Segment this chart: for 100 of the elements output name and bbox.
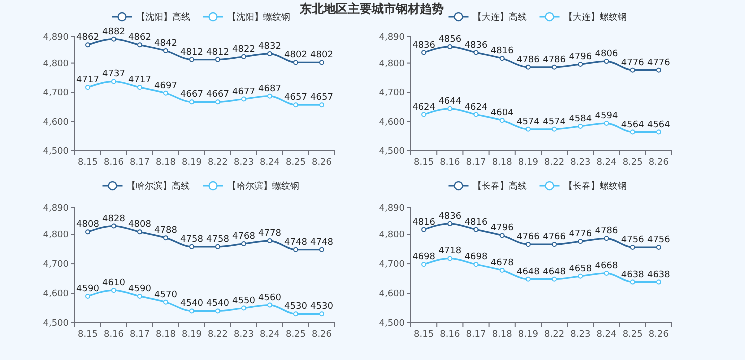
x-tick-label: 8.18 (492, 330, 513, 340)
data-label: 4668 (595, 261, 618, 272)
point (216, 57, 220, 62)
x-tick-label: 8.24 (260, 330, 280, 340)
data-label: 4756 (647, 236, 671, 246)
data-label: 4564 (621, 120, 645, 130)
data-label: 4717 (76, 76, 100, 86)
y-tick-label: 4,600 (43, 118, 70, 128)
y-tick-label: 4,700 (379, 88, 406, 99)
data-label: 4756 (621, 236, 645, 246)
legend-label: 【长春】高线 (472, 181, 527, 192)
data-label: 4776 (621, 58, 645, 68)
x-tick-label: 8.23 (234, 158, 254, 168)
point (112, 36, 116, 42)
point (242, 96, 246, 102)
data-label: 4882 (102, 27, 126, 38)
x-tick-label: 8.23 (570, 158, 591, 168)
data-label: 4590 (128, 284, 152, 294)
data-label: 4832 (258, 42, 282, 52)
point (164, 48, 168, 54)
point (656, 245, 662, 250)
data-label: 4540 (206, 299, 230, 310)
point (448, 221, 453, 226)
data-label: 4648 (543, 267, 566, 278)
data-label: 4768 (232, 232, 256, 242)
data-label: 4638 (621, 270, 645, 280)
data-label: 4604 (490, 108, 514, 119)
point (630, 130, 636, 135)
data-label: 4816 (412, 218, 436, 228)
data-label: 4776 (569, 230, 592, 240)
legend-label: 【长春】螺纹钢 (564, 181, 627, 192)
x-tick-label: 8.25 (622, 330, 643, 340)
data-label: 4574 (543, 117, 566, 128)
data-label: 4748 (284, 238, 308, 248)
x-tick-label: 8.24 (260, 158, 280, 168)
x-tick-label: 8.23 (570, 330, 591, 340)
point (552, 64, 558, 70)
point (86, 42, 90, 48)
point (500, 118, 505, 124)
data-label: 4584 (569, 114, 592, 124)
y-tick-label: 4,700 (43, 88, 70, 99)
data-label: 4574 (516, 117, 540, 128)
point (320, 60, 324, 66)
point (604, 121, 610, 126)
data-label: 4678 (490, 258, 514, 269)
legend-label: 【沈阳】高线 (136, 12, 190, 24)
point (656, 280, 662, 285)
x-tick-label: 8.22 (208, 330, 228, 340)
x-tick-label: 8.15 (414, 158, 434, 168)
data-label: 4758 (180, 234, 204, 245)
point (604, 270, 610, 276)
x-tick-label: 8.18 (492, 158, 513, 168)
point (86, 294, 90, 299)
point (190, 57, 194, 62)
point (320, 312, 324, 317)
data-label: 4570 (154, 290, 178, 300)
point (500, 233, 505, 238)
x-tick-label: 8.22 (544, 158, 565, 168)
point (578, 124, 584, 129)
x-tick-label: 8.19 (518, 330, 539, 340)
data-label: 4717 (128, 76, 152, 86)
data-label: 4677 (232, 87, 256, 98)
y-tick-label: 4,890 (379, 33, 406, 44)
y-tick-label: 4,890 (379, 204, 406, 214)
y-tick-label: 4,800 (43, 59, 70, 70)
legend-label: 【哈尔滨】高线 (126, 181, 190, 192)
y-tick-label: 4,600 (379, 290, 406, 300)
x-tick-label: 8.26 (648, 158, 670, 168)
x-tick-label: 8.22 (544, 330, 565, 340)
y-tick-label: 4,700 (43, 260, 70, 270)
data-label: 4812 (180, 48, 204, 58)
point (656, 68, 662, 73)
point (216, 308, 220, 314)
x-tick-label: 8.22 (208, 158, 228, 168)
x-tick-label: 8.19 (182, 330, 202, 340)
data-label: 4657 (310, 93, 334, 104)
x-tick-label: 8.18 (156, 158, 176, 168)
data-label: 4766 (543, 232, 566, 243)
y-tick-label: 4,700 (379, 260, 406, 270)
x-tick-label: 8.16 (440, 158, 460, 168)
data-label: 4822 (232, 44, 256, 55)
point (526, 242, 531, 248)
y-tick-label: 4,500 (43, 147, 70, 158)
x-tick-label: 8.19 (518, 158, 539, 168)
y-tick-label: 4,600 (379, 118, 406, 128)
data-label: 4788 (154, 226, 178, 236)
point (112, 79, 116, 84)
x-tick-label: 8.25 (286, 330, 306, 340)
data-label: 4796 (569, 52, 592, 62)
data-label: 4786 (543, 55, 566, 66)
y-tick-label: 4,890 (43, 33, 70, 44)
point (164, 236, 168, 241)
x-tick-label: 8.23 (234, 330, 254, 340)
y-tick-label: 4,890 (43, 204, 70, 214)
data-label: 4564 (647, 120, 671, 130)
point (138, 294, 142, 299)
x-tick-label: 8.26 (648, 330, 670, 340)
data-label: 4778 (258, 229, 282, 240)
y-tick-label: 4,500 (379, 319, 406, 330)
point (268, 302, 272, 308)
